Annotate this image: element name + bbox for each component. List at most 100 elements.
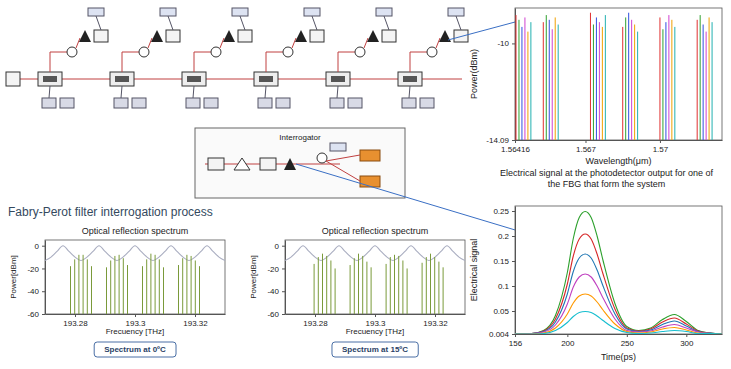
tick-mark [375, 314, 376, 317]
schematic: Interrogator [6, 8, 468, 198]
spectral-line [326, 256, 327, 314]
wire [121, 86, 122, 98]
analyzer [114, 98, 128, 108]
tick: 193.32 [423, 314, 448, 328]
caption-box [332, 342, 418, 357]
tick-label: -40 [267, 287, 279, 296]
marks [515, 212, 722, 335]
spectral-line [335, 268, 336, 314]
tick-mark [315, 314, 316, 317]
spectral-line [659, 17, 660, 140]
photodetector [295, 30, 307, 42]
fbg-stage [326, 8, 396, 108]
x-axis: 1.564161.5671.57 [501, 140, 722, 154]
spectral-line [527, 32, 528, 140]
tick: 250 [621, 334, 635, 348]
analyzer [42, 98, 56, 108]
plot-frame [515, 206, 722, 334]
spectral-line [74, 259, 75, 314]
function-block [238, 30, 252, 42]
title-line: Optical reflection spectrum [322, 226, 429, 236]
spectral-line [182, 258, 183, 314]
tick-mark [42, 314, 45, 315]
scope [360, 150, 380, 161]
tick-mark [435, 314, 436, 317]
spectral-line [602, 27, 603, 140]
spectral-line [709, 17, 710, 140]
spectral-line [628, 13, 629, 140]
chart: 193.28193.3193.320-20-40-60Optical refle… [9, 226, 226, 357]
y-axis: -10-14.09 [486, 9, 515, 146]
fiber [364, 38, 368, 48]
fiber [194, 52, 211, 72]
tick-label: 250 [621, 339, 635, 348]
tick-mark [282, 246, 285, 247]
tick: 1.57 [653, 140, 669, 154]
spectral-line [362, 256, 363, 314]
meter [448, 8, 464, 16]
spectral-line [697, 20, 698, 140]
function-block [166, 30, 180, 42]
fiber [50, 52, 67, 72]
meter [304, 8, 320, 16]
tick-label: 0 [35, 242, 40, 251]
spectral-line [665, 22, 666, 140]
spectral-line [637, 32, 638, 140]
spectral-line [354, 258, 355, 314]
spectral-line [127, 265, 128, 314]
tick-mark [660, 140, 661, 143]
spectral-line [199, 266, 200, 314]
caption-text: Spectrum at 15ºC [342, 345, 408, 354]
spectral-line [119, 255, 120, 314]
caption: Spectrum at 15ºC [332, 342, 418, 357]
photodetector [284, 158, 296, 170]
tick-mark [195, 314, 196, 317]
coupler [211, 47, 221, 57]
spectral-line [87, 259, 88, 314]
fiber [436, 38, 440, 48]
photodetector [223, 30, 235, 42]
series-line [515, 312, 722, 335]
tick: 300 [680, 334, 694, 348]
photodetector [151, 30, 163, 42]
x-axis-title: Wavelength(μm) [586, 156, 652, 166]
fbg-grating [43, 76, 57, 82]
spectral-line [599, 22, 600, 140]
spectral-line [625, 17, 626, 140]
source [6, 72, 20, 86]
tick-label: 0.1 [498, 282, 510, 291]
spectral-line [407, 268, 408, 314]
tick-label: 1.57 [653, 145, 669, 154]
tick-mark [282, 268, 285, 269]
spectral-line [668, 15, 669, 140]
fbg-stage [38, 8, 108, 108]
tick-label: 193.28 [63, 319, 88, 328]
spectral-line [530, 22, 531, 140]
tick-mark [512, 236, 515, 237]
tick-mark [686, 334, 687, 337]
tick: 193.28 [63, 314, 88, 328]
spectral-line [366, 262, 367, 314]
meter [88, 8, 104, 16]
spectral-line [443, 267, 444, 314]
x-axis: 193.28193.3193.32 [46, 314, 226, 328]
spectral-line [123, 258, 124, 314]
photodetector [439, 30, 451, 42]
spectral-line [438, 262, 439, 314]
marks [285, 246, 465, 314]
tick: 193.32 [183, 314, 208, 328]
fbg-block [326, 72, 350, 86]
coupler [427, 47, 437, 57]
tick-mark [567, 334, 568, 337]
fiber [338, 52, 355, 72]
fbg-block [38, 72, 62, 86]
fiber [220, 38, 224, 48]
tick-label: 0.2 [498, 232, 510, 241]
axis-line [516, 140, 723, 141]
series-line [515, 294, 722, 334]
tick-label: -14.09 [486, 136, 509, 145]
axis-line [515, 9, 516, 141]
tick-mark [282, 314, 285, 315]
spectral-line [555, 17, 556, 140]
tick: 200 [561, 334, 575, 348]
